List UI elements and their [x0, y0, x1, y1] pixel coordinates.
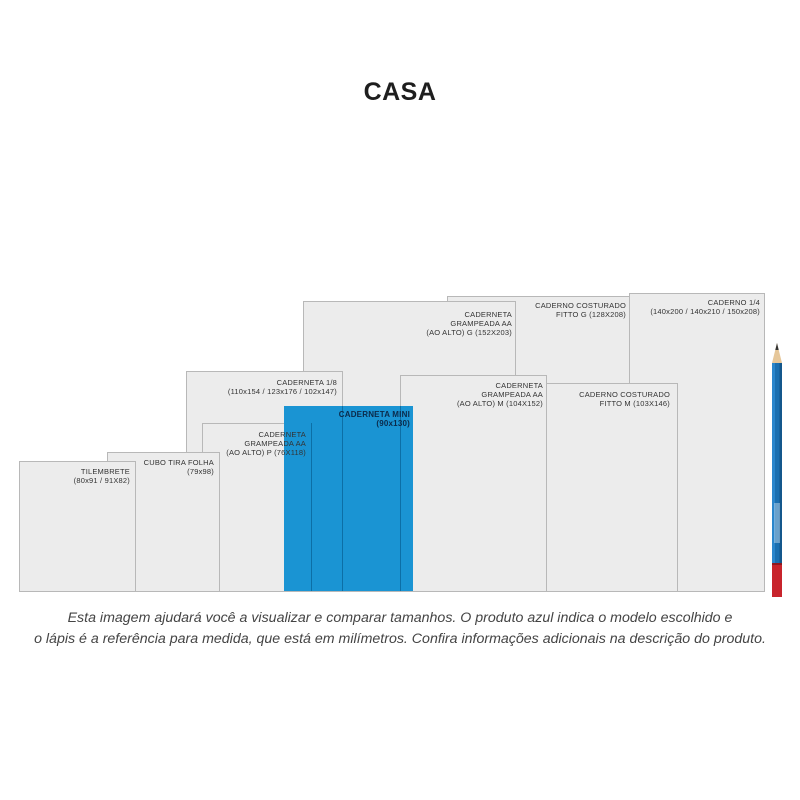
label-name: CADERNO COSTURADO [535, 301, 626, 310]
label-dims: FITTO G (128x208) [556, 310, 626, 319]
label-name: CADERNETA [495, 381, 543, 390]
label-caderno-1-4: CADERNO 1/4 (140x200 / 140x210 / 150x208… [650, 298, 760, 316]
label-caderno-costurado-g: CADERNO COSTURADO FITTO G (128x208) [535, 301, 626, 319]
box-caderneta-grampeada-m [400, 375, 547, 592]
label-caderno-costurado-m: CADERNO COSTURADO FITTO M (103x146) [579, 390, 670, 408]
label-name: CADERNETA [464, 310, 512, 319]
caption: Esta imagem ajudará você a visualizar e … [0, 608, 800, 650]
label-caderneta-grampeada-p: CADERNETA GRAMPEADA AA (AO ALTO) P (76x1… [226, 430, 306, 457]
page-title: CASA [363, 78, 437, 106]
label-dims: (110x154 / 123x176 / 102x147) [227, 387, 337, 396]
pencil-icon [772, 343, 782, 597]
overlap-line-1 [311, 423, 312, 591]
label-name: CUBO TIRA FOLHA [143, 458, 214, 467]
label-caderneta-grampeada-g: CADERNETA GRAMPEADA AA (AO ALTO) G (152x… [426, 310, 512, 337]
label-tilembrete: TILEMBRETE (80x91 / 91X82) [74, 467, 130, 485]
label-dims: (80x91 / 91X82) [73, 476, 130, 485]
baseline [19, 591, 764, 592]
caption-line-2: o lápis é a referência para medida, que … [34, 631, 766, 647]
box-tilembrete [19, 461, 136, 592]
label-cubo-tira-folha: CUBO TIRA FOLHA (79x98) [144, 458, 214, 476]
box-caderneta-mini-selected [284, 406, 413, 592]
label-dims: (140x200 / 140x210 / 150x208) [650, 307, 760, 316]
label-name: CADERNETA MINI [338, 410, 410, 419]
label-name: GRAMPEADA AA [481, 390, 543, 399]
label-caderneta-grampeada-m: CADERNETA GRAMPEADA AA (AO ALTO) M (104x… [457, 381, 543, 408]
label-name: GRAMPEADA AA [244, 439, 306, 448]
caption-line-1: Esta imagem ajudará você a visualizar e … [67, 610, 733, 626]
label-dims: (90x130) [376, 419, 410, 428]
label-dims: (AO ALTO) P (76x118) [226, 448, 306, 457]
label-name: CADERNO 1/4 [707, 298, 760, 307]
label-caderneta-mini: CADERNETA MINI (90x130) [339, 410, 410, 428]
label-name: CADERNETA [258, 430, 306, 439]
label-caderneta-1-8: CADERNETA 1/8 (110x154 / 123x176 / 102x1… [228, 378, 337, 396]
label-name: GRAMPEADA AA [450, 319, 512, 328]
label-dims: (AO ALTO) M (104x152) [456, 399, 543, 408]
box-caderno-costurado-m [546, 383, 678, 592]
label-name: CADERNO COSTURADO [579, 390, 670, 399]
label-dims: (79x98) [187, 467, 214, 476]
label-dims: (AO ALTO) G (152x203) [426, 328, 512, 337]
label-name: TILEMBRETE [80, 467, 130, 476]
label-dims: FITTO M (103x146) [599, 399, 670, 408]
overlap-line-2 [342, 406, 343, 591]
label-name: CADERNETA 1/8 [276, 378, 337, 387]
overlap-line-3 [400, 406, 401, 591]
